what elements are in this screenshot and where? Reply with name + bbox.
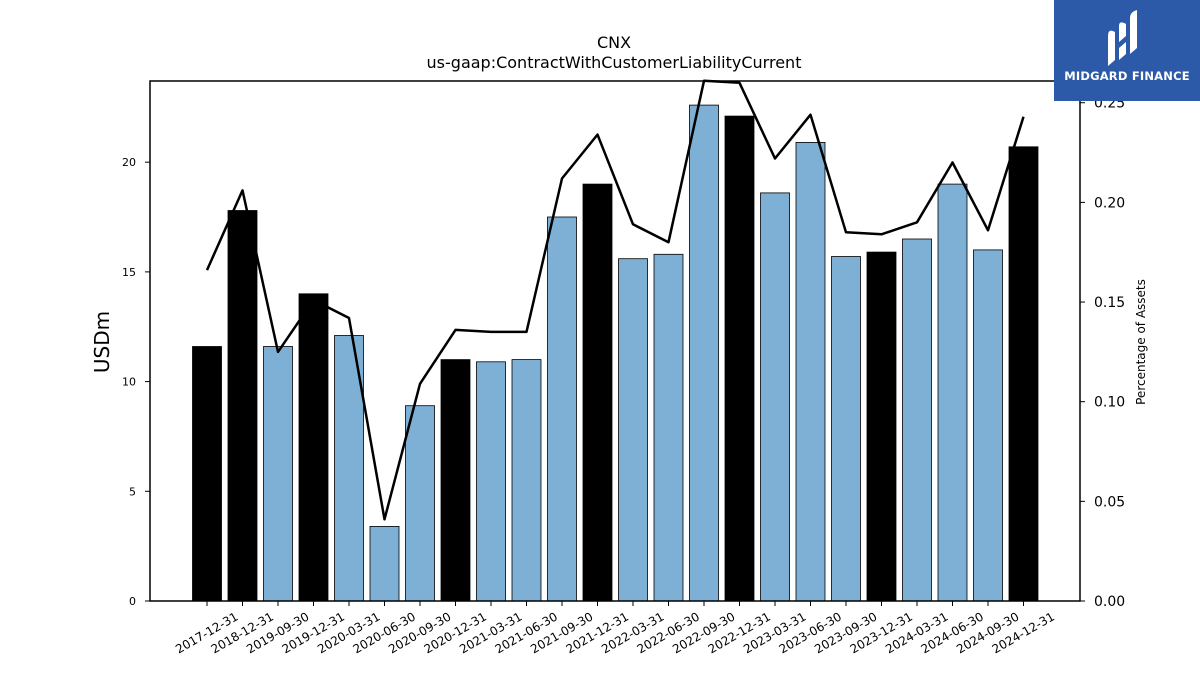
bar-2023-09-30 [831, 256, 861, 602]
percentage-of-assets-line [205, 79, 1025, 521]
bar-2020-09-30 [405, 405, 435, 602]
chart-subtitle: us-gaap:ContractWithCustomerLiabilityCur… [427, 53, 802, 72]
bar-2023-06-30 [795, 141, 826, 602]
bar-2017-12-31 [192, 346, 222, 602]
bar-2022-03-31 [618, 258, 648, 602]
brand-name: MIDGARD FINANCE [1064, 69, 1190, 83]
chart-title: CNX [597, 33, 631, 52]
y-right-tick-label: 0.15 [1094, 295, 1125, 311]
y-right-tick-label: 0.05 [1094, 494, 1125, 510]
bar-2024-12-31 [1008, 146, 1039, 602]
x-axis: 2017-12-312018-12-312019-09-302019-12-31… [173, 601, 1057, 656]
y-right-tick-label: 0.00 [1094, 594, 1125, 610]
plot-frame [149, 80, 1081, 602]
bar-2021-09-30 [547, 216, 577, 602]
y-tick-label: 20 [122, 156, 136, 169]
bars-group [192, 104, 1039, 602]
bar-2022-09-30 [689, 104, 719, 602]
bar-2023-03-31 [760, 192, 790, 602]
y-axis-right-label: Percentage of Assets [1134, 279, 1148, 405]
bar-2021-12-31 [582, 183, 613, 602]
bar-2021-03-31 [476, 361, 506, 602]
bar-2024-06-30 [937, 183, 968, 602]
logo-mark-icon [1108, 10, 1137, 67]
y-tick-label: 15 [122, 266, 136, 279]
y-tick-label: 0 [129, 595, 136, 608]
line-group [205, 79, 1025, 521]
bar-2024-09-30 [973, 249, 1003, 602]
y-axis-left: 0 5 10 15 20 [122, 156, 150, 608]
bar-2022-06-30 [653, 253, 684, 602]
bar-2020-12-31 [440, 359, 471, 602]
bar-2022-12-31 [724, 115, 755, 602]
bar-2019-09-30 [263, 346, 293, 602]
y-right-tick-label: 0.10 [1094, 395, 1125, 411]
y-axis-label: USDm [90, 311, 114, 373]
y-tick-label: 10 [122, 376, 136, 389]
y-right-tick-label: 0.20 [1094, 195, 1125, 211]
bar-2023-12-31 [866, 251, 897, 602]
bar-2020-06-30 [369, 526, 400, 602]
y-axis-right: 0.000.050.100.150.200.25 [1080, 96, 1125, 610]
y-tick-label: 5 [129, 485, 136, 498]
brand-logo: MIDGARD FINANCE [1054, 0, 1200, 101]
bar-2019-12-31 [298, 293, 329, 602]
bar-2021-06-30 [511, 359, 542, 602]
bar-2018-12-31 [227, 210, 258, 602]
bar-2024-03-31 [902, 238, 932, 602]
